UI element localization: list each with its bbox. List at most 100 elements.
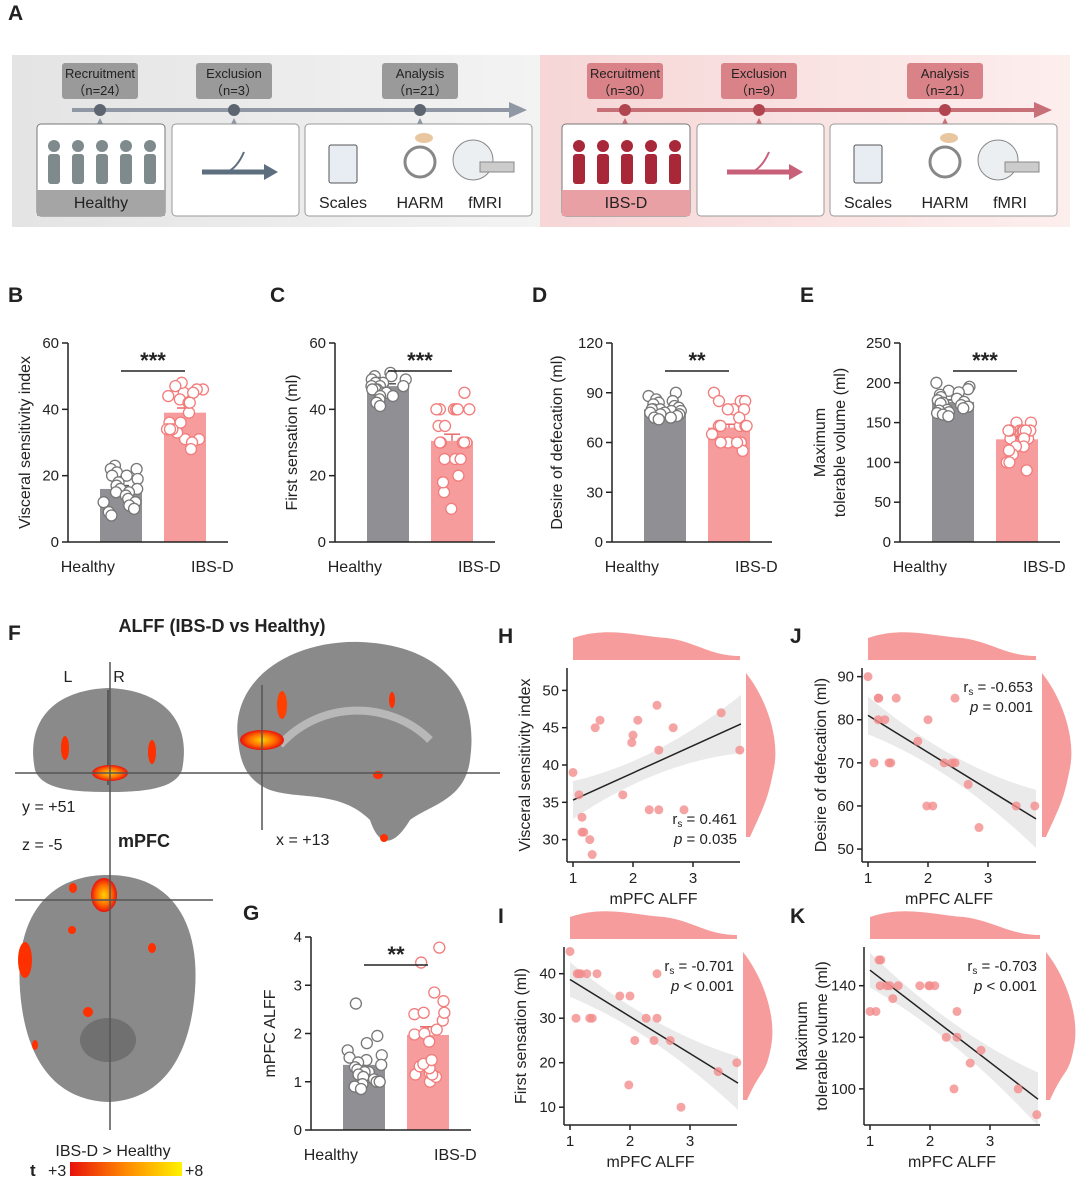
data-point [592, 969, 602, 979]
bar [644, 409, 686, 542]
y-tick-label: 0 [294, 1122, 302, 1139]
category-label: Healthy [61, 559, 115, 576]
data-point [941, 1032, 951, 1042]
x-coordinate: x = +13 [276, 832, 329, 849]
y-marginal-density [746, 673, 776, 837]
timeline-node [619, 104, 631, 116]
y-tick-label: 40 [309, 401, 326, 418]
data-point [644, 805, 654, 815]
step-count: （n=21） [392, 83, 447, 98]
step-badge [721, 63, 797, 99]
person-icon [48, 154, 60, 184]
mri-table-icon [479, 161, 515, 173]
data-point [585, 835, 595, 845]
significance-stars: *** [407, 348, 433, 373]
y-tick-label: 30 [539, 1010, 556, 1027]
data-point [885, 981, 895, 991]
step-name: Recruitment [590, 66, 660, 81]
data-point [863, 672, 873, 682]
x-tick-label: 3 [986, 1133, 994, 1150]
data-point [452, 469, 465, 482]
y-tick-label: 40 [542, 757, 559, 774]
data-point [565, 946, 575, 956]
data-point [184, 442, 198, 456]
significance-stars: ** [387, 942, 405, 967]
healthy-flow: Recruitment （n=24） Exclusion （n=3） Analysis （… [36, 63, 533, 217]
data-point [939, 758, 949, 768]
data-point [438, 1006, 451, 1019]
category-label: IBS-D [735, 559, 778, 576]
panel-label-h: H [498, 625, 513, 648]
y-tick-label: 140 [831, 978, 856, 995]
data-point [445, 502, 458, 515]
x-tick-label: 3 [984, 870, 992, 887]
y-tick-label: 70 [837, 755, 854, 772]
y-tick-label: 0 [883, 534, 891, 551]
step-name: Exclusion [731, 66, 787, 81]
category-label: IBS-D [458, 559, 501, 576]
data-point [714, 436, 727, 449]
y-axis-label: Desire of defecation (ml) [813, 678, 830, 852]
colorbar-max: +8 [185, 1163, 203, 1179]
y-tick-label: 60 [309, 335, 326, 352]
panel-label-k: K [790, 905, 805, 928]
step-count: （n=21） [917, 83, 972, 98]
data-point [163, 423, 177, 436]
data-point [928, 801, 938, 811]
y-tick-label: 0 [51, 534, 59, 551]
data-point [415, 956, 428, 969]
data-point [371, 1029, 384, 1043]
measure-label: fMRI [468, 195, 502, 212]
category-label: IBS-D [191, 559, 234, 576]
y-tick-label: 20 [309, 468, 326, 485]
confidence-band [868, 696, 1036, 848]
y-axis-label: First sensation (ml) [513, 968, 530, 1104]
data-point [360, 1037, 373, 1050]
person-icon [645, 140, 657, 152]
person-icon [597, 154, 609, 184]
data-point [930, 376, 943, 389]
correlation-stat: rs = 0.461 [672, 811, 737, 830]
y-tick-label: 45 [542, 720, 559, 737]
measure-label: HARM [921, 195, 968, 212]
data-point [1002, 444, 1016, 457]
data-point [736, 444, 749, 457]
ibsd-flow: Recruitment （n=30） Exclusion （n=9） Analysis （… [561, 63, 1058, 217]
x-marginal-density [573, 632, 740, 660]
timeline-node [414, 104, 426, 116]
timeline-arrowhead [1034, 102, 1052, 118]
y-tick-label: 20 [539, 1055, 556, 1072]
y-axis-label: Maximum [812, 408, 829, 477]
data-point [893, 981, 903, 991]
bar-chart-d: Healthy IBS-D 0 30 60 90 120 Desire of defecati… [549, 335, 778, 576]
y-marginal-density [1046, 952, 1076, 1100]
scatter-plot-i: 1 2 3 10 20 30 40 mPFC ALFF First sensation (ml)… [513, 911, 773, 1171]
data-point [874, 693, 884, 703]
person-icon [597, 140, 609, 152]
data-point [923, 715, 933, 725]
group-label-bar [37, 190, 165, 216]
y-tick-label: 60 [42, 335, 59, 352]
colorbar-label: t [30, 1161, 36, 1179]
data-point [397, 379, 410, 393]
data-point [437, 486, 451, 499]
data-point [97, 496, 110, 509]
data-point [625, 991, 635, 1001]
y-tick-label: 40 [539, 966, 556, 983]
significance-stars: *** [140, 348, 166, 373]
data-point [587, 1013, 597, 1023]
y-axis-label: Maximum [794, 1001, 811, 1070]
data-point [880, 715, 890, 725]
data-point [871, 1006, 881, 1016]
data-point [886, 758, 896, 768]
balloon-catheter-icon [928, 145, 962, 179]
y-tick-label: 100 [866, 454, 891, 471]
data-point [463, 403, 476, 416]
person-icon [621, 140, 633, 152]
panel-label-c: C [270, 284, 285, 307]
data-point [127, 502, 141, 515]
step-name: Exclusion [206, 66, 262, 81]
exclusion-arrow-icon [789, 164, 803, 180]
x-marginal-density [870, 911, 1040, 939]
